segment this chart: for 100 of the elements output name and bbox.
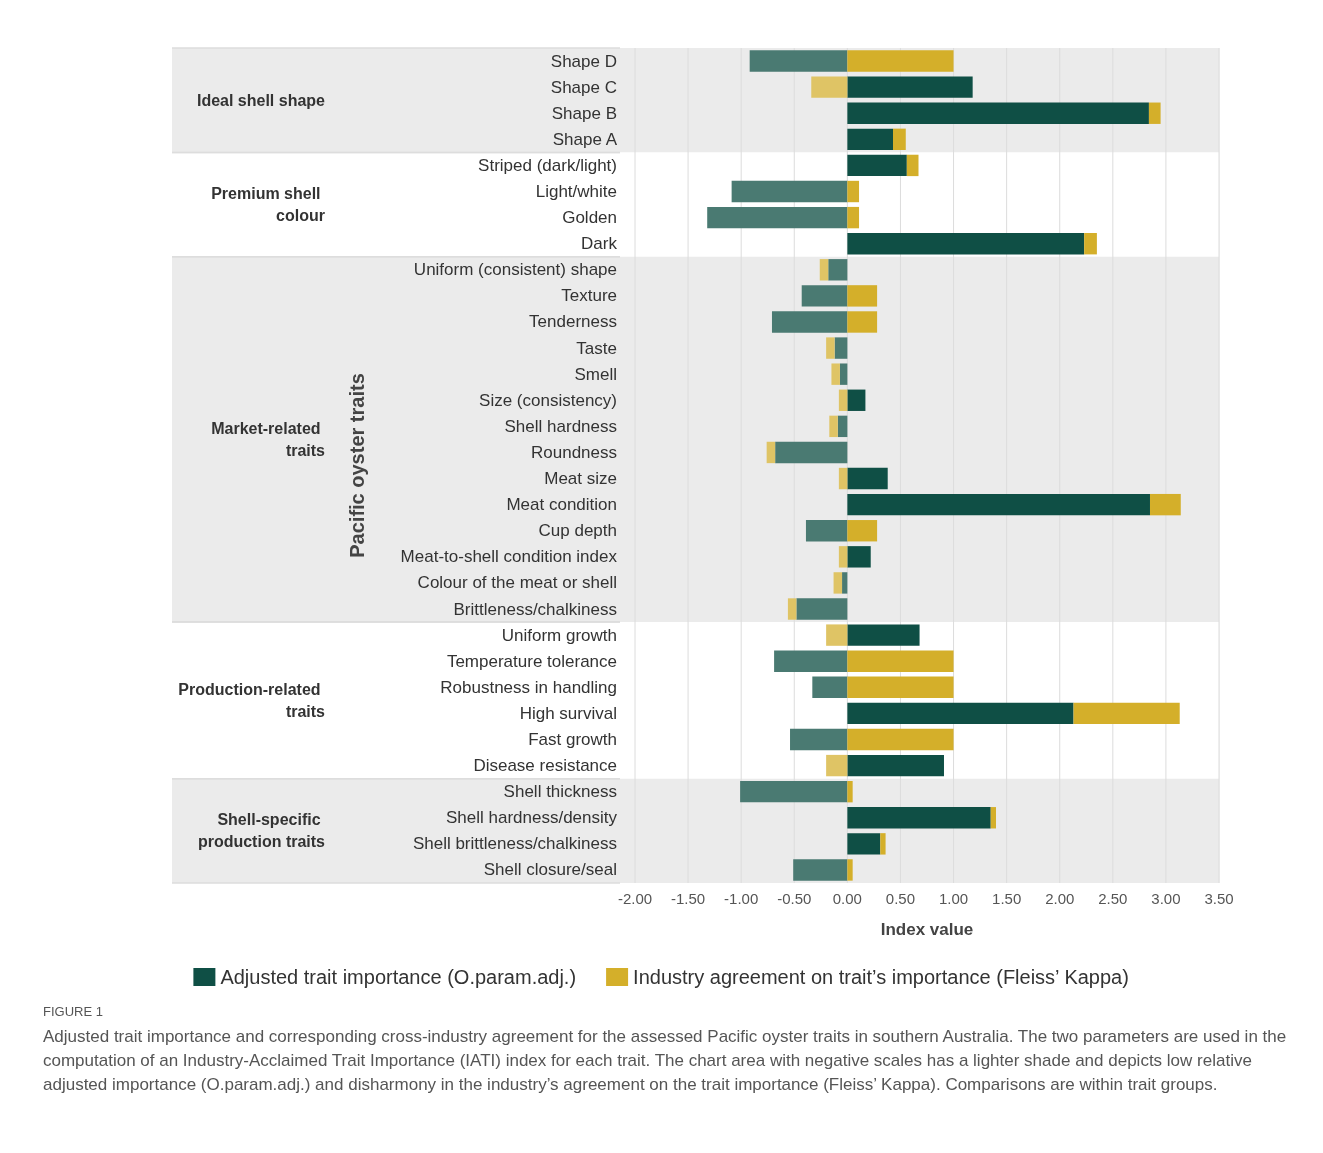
bar <box>707 206 848 229</box>
y-tick-label: Uniform (consistent) shape <box>413 260 617 280</box>
bar <box>906 154 919 177</box>
bar <box>1148 102 1161 124</box>
bar <box>847 76 973 98</box>
y-tick-label: Texture <box>561 286 617 306</box>
band-label: Premium shell colour <box>211 185 325 225</box>
bar <box>833 572 843 594</box>
bar <box>790 728 848 751</box>
bar <box>787 598 797 620</box>
bar <box>811 76 848 98</box>
x-tick-label: 1.50 <box>992 890 1022 907</box>
bar <box>1149 493 1181 516</box>
bar <box>847 233 1085 255</box>
x-tick-label: 3.50 <box>1204 890 1234 907</box>
bar <box>847 206 860 229</box>
x-tick-label: 1.00 <box>938 890 969 907</box>
y-tick-label: Meat-to-shell condition index <box>400 547 618 567</box>
bar <box>731 180 848 203</box>
bar <box>819 259 829 281</box>
x-tick-label: -1.00 <box>724 890 759 907</box>
bar <box>749 50 848 72</box>
bar <box>847 50 954 72</box>
y-tick-label: Meat size <box>544 469 617 489</box>
bar <box>847 311 878 333</box>
x-axis-title: Index value <box>880 920 974 939</box>
bar <box>847 807 991 829</box>
y-tick-label: Colour of the meat or shell <box>417 573 617 593</box>
y-tick-label: Shape D <box>550 51 617 71</box>
bar <box>829 415 838 438</box>
bar <box>847 546 871 568</box>
bar <box>812 676 848 698</box>
bar <box>847 180 860 203</box>
caption: FIGURE 1 <box>43 1004 104 1019</box>
y-tick-label: Shell closure/seal <box>483 860 617 880</box>
y-tick-label: Shape A <box>552 129 618 149</box>
bar <box>847 520 878 542</box>
bar <box>826 624 848 646</box>
band-label: Production-related traits <box>178 680 326 720</box>
bar <box>847 102 1149 124</box>
y-tick-label: Golden <box>562 208 617 228</box>
bar <box>847 859 853 881</box>
y-tick-label: Shell brittleness/chalkiness <box>412 834 617 854</box>
bar <box>826 337 835 359</box>
x-tick-label: 0.50 <box>885 890 916 907</box>
x-tick-label: 2.00 <box>1045 890 1075 907</box>
bar <box>842 572 848 594</box>
y-tick-label: Striped (dark/light) <box>478 155 617 175</box>
y-tick-label: Temperature tolerance <box>446 651 617 671</box>
y-tick-label: Size (consistency) <box>479 390 617 410</box>
bar <box>847 493 1150 516</box>
y-tick-label: Robustness in handling <box>440 677 617 697</box>
bar <box>880 833 886 855</box>
bar <box>838 467 848 490</box>
bar <box>839 363 848 385</box>
x-tick-label: 0.00 <box>832 890 862 907</box>
bar <box>828 259 848 281</box>
bar <box>847 285 878 307</box>
bar <box>834 337 848 359</box>
bar <box>775 441 848 464</box>
bar <box>774 650 848 672</box>
bar <box>837 415 848 438</box>
bar <box>893 128 906 151</box>
y-tick-label: Dark <box>581 234 618 254</box>
y-tick-label: Shape B <box>551 103 617 123</box>
y-tick-label: Light/white <box>535 182 617 202</box>
bar <box>793 859 848 881</box>
bar <box>766 441 776 464</box>
x-tick-label: -0.50 <box>777 890 812 907</box>
bar <box>847 676 954 698</box>
bar <box>826 754 848 777</box>
y-tick-label: Tenderness <box>529 312 617 332</box>
y-tick-label: Cup depth <box>538 521 617 541</box>
bar <box>847 702 1074 725</box>
bar <box>801 285 848 307</box>
bar <box>847 128 894 151</box>
bar <box>847 624 920 646</box>
bar <box>847 650 954 672</box>
bar <box>847 780 853 803</box>
y-tick-label: Taste <box>576 338 617 358</box>
bar <box>838 389 848 411</box>
text: Adjusted trait importance and corresponding cross-industry agreement for the assessed Pacific oyster traits in southern Australia. The two parameters are used in the computation of an Industry-Acclaimed Trait Importance (IATI) index for each trait. The chart area with negative scales has a lighter shade and depicts low relative adjusted importance (O.param.adj.) and disharmony in the industry’s agreement on the trait importance (Fleiss’ Kappa). Comparisons are within trait groups. <box>43 1026 1288 1096</box>
bar <box>831 363 840 385</box>
x-tick-label: -2.00 <box>617 890 653 907</box>
bar <box>847 154 907 177</box>
bar <box>805 520 848 542</box>
y-tick-label: Brittleness/chalkiness <box>453 599 617 619</box>
bar <box>1073 702 1180 725</box>
y-tick-label: Disease resistance <box>473 756 617 776</box>
y-tick-label: Meat condition <box>506 495 617 515</box>
legend-label: Industry agreement on trait’s importance (Fleiss’ Kappa) <box>633 966 1129 988</box>
bar <box>847 389 866 411</box>
bar <box>796 598 848 620</box>
band-label: Market-related traits <box>211 419 326 459</box>
y-tick-label: Fast growth <box>528 729 617 749</box>
bar <box>847 467 888 490</box>
bar <box>847 833 881 855</box>
y-tick-label: Shell hardness <box>504 416 617 436</box>
legend-label: Adjusted trait importance (O.param.adj.) <box>220 966 577 988</box>
y-tick-label: Shell hardness/density <box>445 808 618 828</box>
